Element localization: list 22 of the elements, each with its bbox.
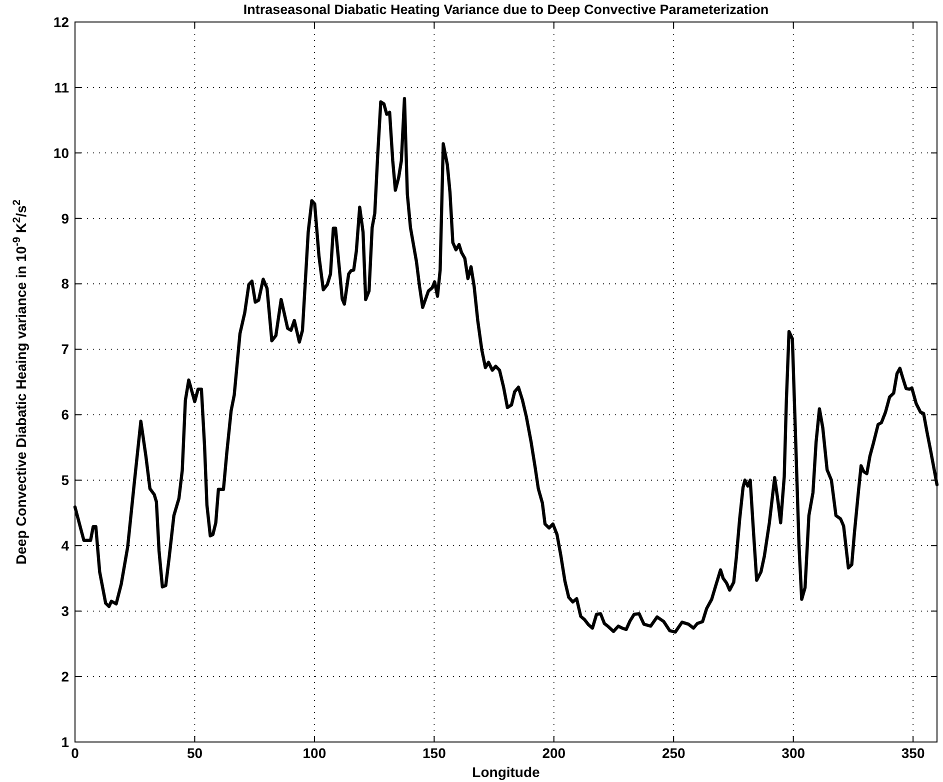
y-tick-label: 8 [61,276,70,292]
x-tick-label: 0 [71,745,80,761]
x-tick-label: 300 [782,745,806,761]
x-tick-label: 150 [422,745,446,761]
y-tick-label: 5 [61,472,70,488]
y-tick-label: 2 [61,668,70,684]
x-tick-label: 50 [186,745,203,761]
y-tick-label: 6 [61,406,70,423]
y-tick-label: 9 [61,210,70,226]
y-tick-label: 7 [61,341,70,358]
chart-title: Intraseasonal Diabatic Heating Variance due to Deep Convective Parameterization [243,2,769,17]
x-tick-label: 200 [542,745,566,761]
x-tick-label: 250 [662,745,686,761]
y-tick-label: 4 [61,538,70,554]
x-tick-label: 100 [302,745,326,761]
x-tick-label: 350 [901,745,925,761]
y-tick-label: 10 [53,144,70,161]
y-tick-label: 11 [54,79,70,96]
y-tick-label: 3 [61,602,70,619]
y-tick-label: 1 [61,734,70,750]
y-tick-label: 12 [53,14,70,30]
x-axis-title: Longitude [472,764,540,780]
